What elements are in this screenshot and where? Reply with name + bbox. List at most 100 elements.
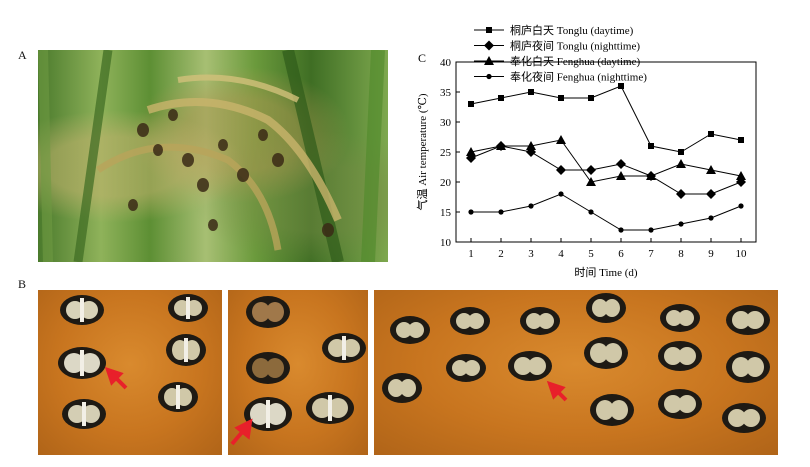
legend-label: 桐庐白天 Tonglu (daytime): [510, 23, 634, 37]
arrow-marker: [546, 380, 568, 402]
x-tick-label: 8: [678, 248, 684, 260]
series-4-point: [468, 209, 474, 215]
seed-12: [382, 373, 422, 403]
seed-3: [58, 347, 106, 379]
series-3-point: [556, 135, 566, 144]
seed-4: [306, 392, 354, 424]
chart-series: [466, 83, 746, 233]
panel-a-label: A: [18, 48, 27, 62]
legend-label: 桐庐夜间 Tonglu (nighttime): [510, 39, 640, 53]
series-4-point: [678, 221, 684, 227]
series-4-point: [498, 209, 504, 215]
series-4-point: [558, 191, 564, 197]
series-4-point: [738, 203, 744, 209]
seed-14: [658, 389, 702, 419]
y-tick-label: 35: [440, 87, 452, 99]
series-1-point: [678, 149, 684, 155]
legend-item-1: 桐庐白天 Tonglu (daytime): [474, 23, 634, 37]
seed-plate-2-seeds: [230, 296, 366, 446]
chart-axes: 10 15 20 25 30 35 40 1 2 3 4 5 6 7 8 9 10 时间 Time (d) 气温 A…: [415, 57, 757, 279]
series-3-point: [676, 159, 686, 168]
series-2-point: [586, 165, 596, 175]
y-tick-label: 15: [440, 207, 452, 219]
series-1-point: [498, 95, 504, 101]
series-1-line: [470, 85, 742, 153]
seed-5: [660, 304, 700, 332]
y-tick-label: 20: [440, 177, 452, 189]
seed-5: [244, 397, 292, 431]
series-2: [466, 141, 746, 199]
seed-plate-1-seeds: [58, 294, 208, 429]
series-3-point: [526, 141, 536, 150]
legend-label: 奉化白天 Fenghua (daytime): [510, 54, 640, 68]
panel-b-label: B: [18, 277, 27, 291]
seed-4: [166, 334, 206, 366]
series-1-point: [588, 95, 594, 101]
series-1-point: [738, 137, 744, 143]
seed-plate-1: [38, 290, 222, 455]
legend-item-4: 奉化夜间 Fenghua (nighttime): [474, 70, 647, 84]
series-1-point: [558, 95, 564, 101]
series-1-point: [648, 143, 654, 149]
series-3-point: [736, 171, 746, 180]
series-3-point: [646, 171, 656, 180]
y-tick-label: 30: [440, 117, 452, 129]
seed-1: [60, 295, 104, 325]
plot-frame: [455, 61, 757, 243]
series-4: [468, 191, 744, 233]
seed-13: [590, 394, 634, 426]
y-axis-label: 气温 Air temperature (℃): [415, 93, 429, 210]
series-3-point: [616, 171, 626, 180]
seed-2: [322, 333, 366, 363]
series-1: [468, 83, 744, 155]
series-3: [466, 135, 746, 186]
y-tick-label: 25: [440, 147, 452, 159]
x-tick-label: 1: [468, 248, 474, 260]
x-tick-label: 2: [498, 248, 504, 260]
series-2-point: [706, 189, 716, 199]
seed-6: [726, 305, 770, 335]
seed-11: [726, 351, 770, 383]
series-1-point: [708, 131, 714, 137]
legend-marker: [484, 40, 494, 51]
seed-2: [450, 307, 490, 335]
series-3-point: [706, 165, 716, 174]
series-4-line: [471, 193, 742, 231]
series-1-point: [528, 89, 534, 95]
series-2-point: [676, 189, 686, 199]
series-1-point: [618, 83, 624, 89]
seed-1: [390, 316, 430, 344]
seed-plate-3: [374, 290, 778, 455]
legend-marker: [486, 27, 492, 33]
seed-7: [446, 354, 486, 382]
legend-marker: [484, 56, 494, 65]
series-1-point: [468, 101, 474, 107]
y-tick-label: 10: [440, 237, 452, 249]
seed-1: [246, 296, 290, 328]
rice-panicle-photo: [38, 50, 388, 262]
legend-marker: [486, 73, 492, 80]
seed-plate-2: [228, 290, 368, 455]
legend-item-3: 奉化白天 Fenghua (daytime): [474, 54, 640, 68]
x-tick-label: 9: [708, 248, 714, 260]
series-2-line: [470, 145, 742, 195]
arrow-marker: [230, 418, 253, 446]
series-4-point: [588, 209, 594, 215]
rice-panicle-illustration: [38, 50, 385, 262]
seed-3: [520, 307, 560, 335]
seed-10: [658, 341, 702, 371]
series-4-point: [648, 227, 654, 233]
arrow-marker: [104, 366, 128, 390]
seed-5: [158, 382, 198, 412]
series-3-point: [466, 147, 476, 156]
series-4-point: [528, 203, 534, 209]
x-tick-label: 4: [558, 248, 564, 260]
y-tick-label: 40: [440, 57, 452, 69]
seed-4: [586, 293, 626, 323]
x-tick-label: 6: [618, 248, 624, 260]
temperature-line-chart: C 10 15 20 25 30 35 40 1 2 3 4 5 6 7 8 9 10 时间 Time (d) 气温…: [415, 23, 757, 279]
series-3-line: [470, 139, 742, 183]
x-axis-label: 时间 Time (d): [574, 266, 637, 279]
seed-8: [508, 351, 552, 381]
series-3-point: [586, 177, 596, 186]
